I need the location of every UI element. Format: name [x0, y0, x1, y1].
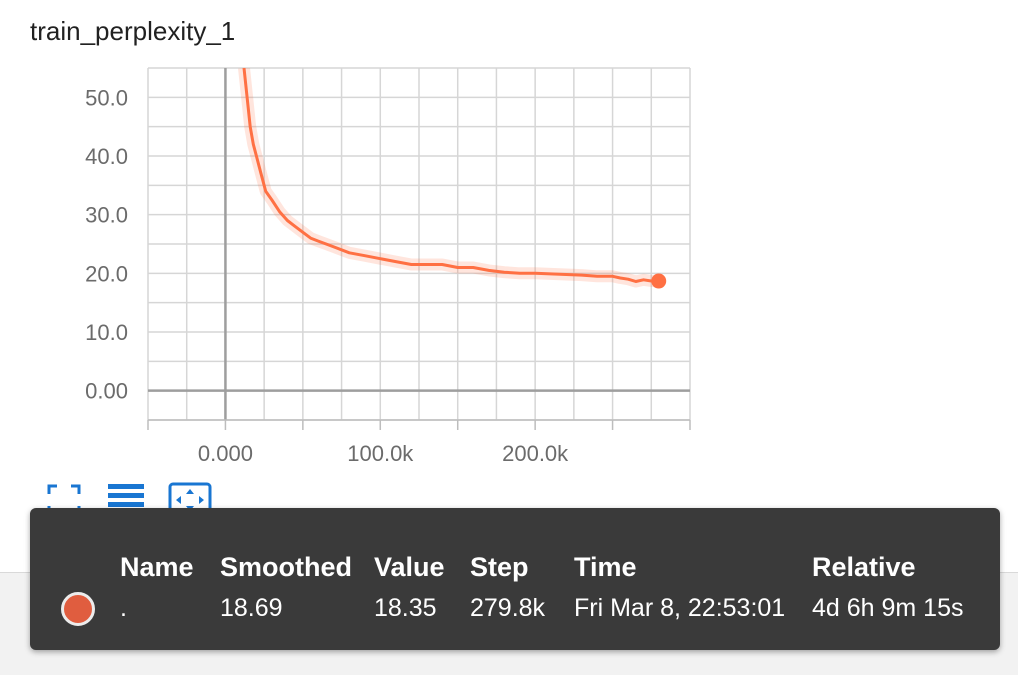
cell-name: . [120, 594, 127, 622]
y-tick-label: 30.0 [85, 203, 128, 228]
x-tick-label: 0.000 [198, 441, 253, 466]
cell-time: Fri Mar 8, 22:53:01 [574, 594, 786, 622]
y-tick-label: 10.0 [85, 320, 128, 345]
header-name: Name [120, 552, 194, 582]
cell-relative: 4d 6h 9m 15s [812, 594, 964, 622]
y-tick-label: 0.00 [85, 379, 128, 404]
header-step: Step [470, 552, 529, 582]
series-last-point[interactable] [651, 273, 667, 289]
header-smoothed: Smoothed [220, 552, 352, 582]
x-tick-label: 200.0k [502, 441, 569, 466]
y-tick-label: 20.0 [85, 261, 128, 286]
y-tick-label: 40.0 [85, 144, 128, 169]
chart-title: train_perplexity_1 [30, 16, 236, 46]
header-relative: Relative [812, 552, 916, 582]
series-line[interactable] [242, 68, 659, 283]
x-tick-label: 100.0k [347, 441, 414, 466]
cell-value: 18.35 [374, 594, 437, 622]
header-time: Time [574, 552, 637, 582]
run-color-swatch [61, 592, 95, 626]
cell-smoothed: 18.69 [220, 594, 283, 622]
series-raw-band [238, 68, 659, 288]
header-value: Value [374, 552, 445, 582]
chart[interactable]: 0.00 10.0 20.0 30.0 40.0 50.0 0.000 100.0k 200.0… [0, 0, 1018, 480]
y-tick-label: 50.0 [85, 85, 128, 110]
cell-step: 279.8k [470, 594, 546, 622]
tooltip-panel: Name Smoothed Value Step Time Relative .… [30, 508, 1000, 650]
